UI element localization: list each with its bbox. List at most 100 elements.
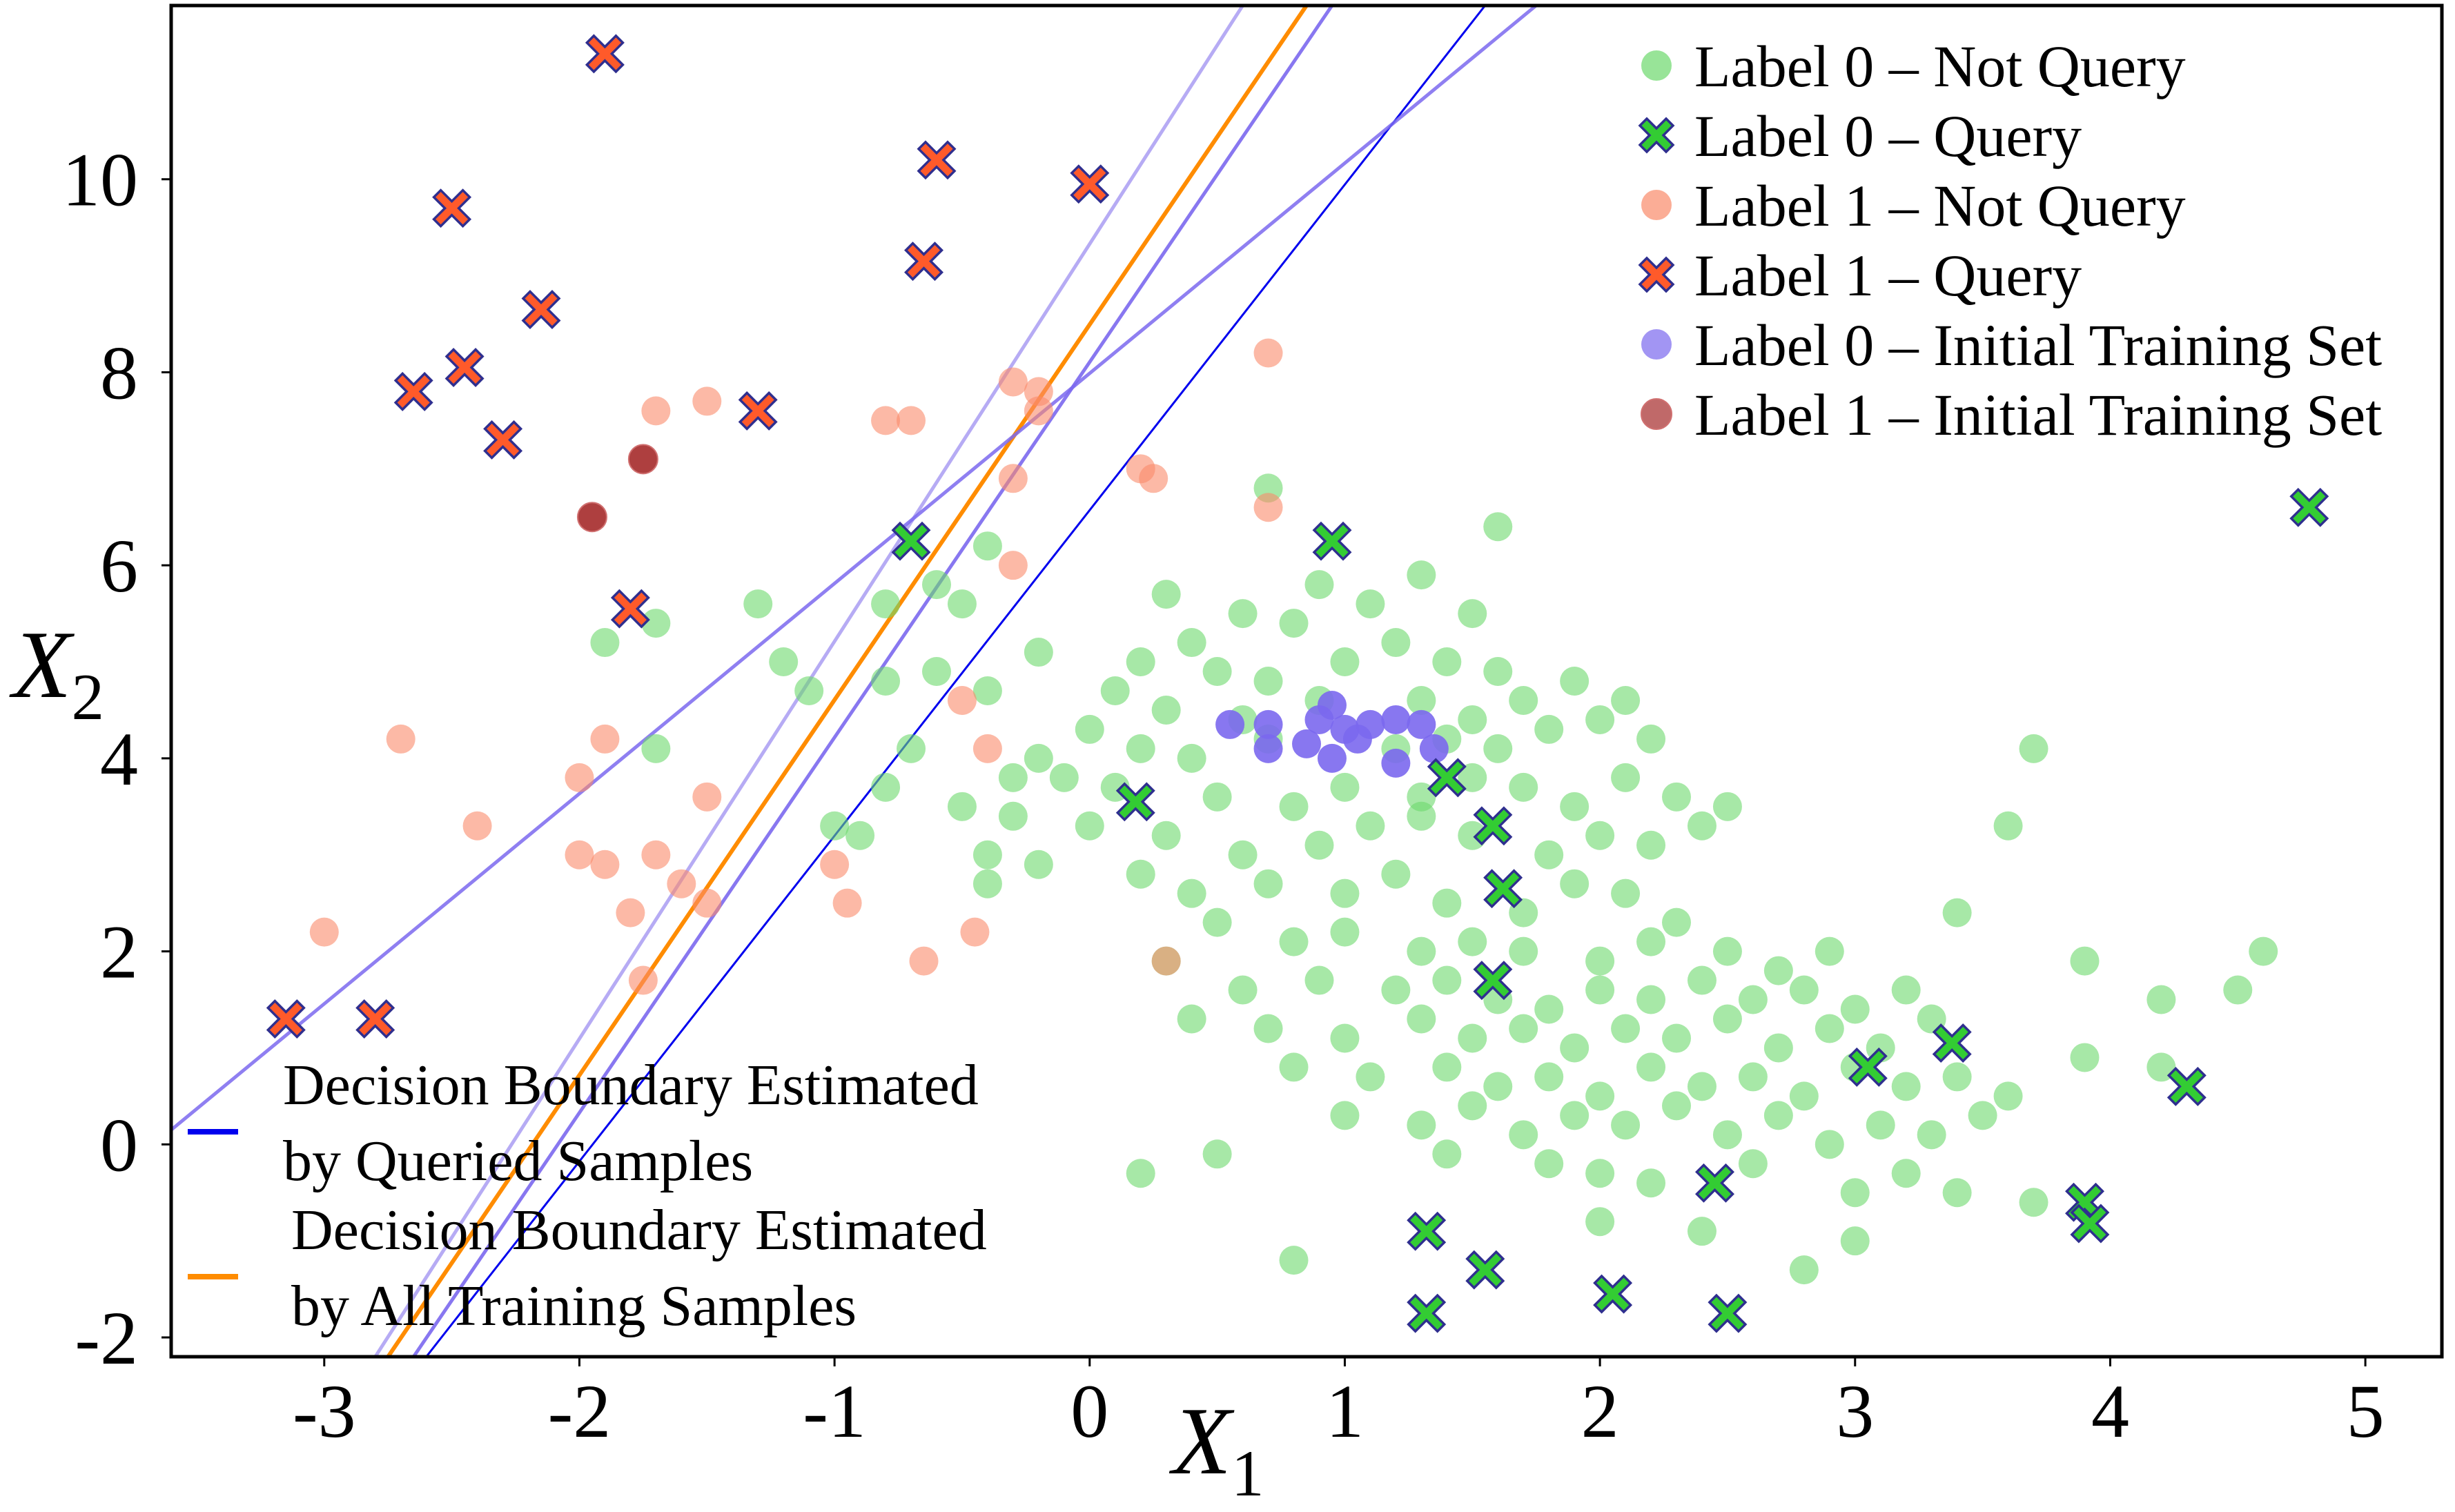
point-label-0-not-query — [1407, 1004, 1436, 1034]
point-label-0-not-query — [1636, 830, 1666, 860]
point-label-0-not-query — [1509, 936, 1538, 966]
point-label-0-not-query — [1738, 1149, 1768, 1179]
point-label-0-not-query — [1458, 1023, 1487, 1053]
point-label-0-initial-training-set — [1419, 734, 1449, 763]
x-axis-label: X1 — [1168, 1388, 1264, 1510]
point-label-0-not-query — [1356, 811, 1385, 841]
point-label-1-not-query — [897, 406, 926, 435]
point-label-0-not-query — [1738, 985, 1768, 1014]
point-label-0-not-query — [1151, 821, 1181, 850]
point-label-0-not-query — [972, 869, 1002, 899]
point-label-1-not-query — [309, 917, 339, 947]
point-label-0-not-query — [1585, 705, 1615, 734]
point-label-0-not-query — [1611, 1110, 1641, 1140]
point-label-0-not-query — [1330, 917, 1360, 947]
point-label-0-not-query — [1789, 1081, 1819, 1111]
point-label-0-not-query — [1100, 676, 1130, 705]
point-label-0-not-query — [1763, 956, 1793, 985]
point-label-0-not-query — [1789, 975, 1819, 1005]
point-label-0-not-query — [1330, 772, 1360, 802]
point-label-0-not-query — [1330, 1101, 1360, 1130]
point-label-0-query — [2167, 1066, 2207, 1106]
point-label-0-not-query — [972, 676, 1002, 705]
point-label-0-not-query — [1177, 878, 1206, 908]
point-label-1-query — [393, 371, 433, 411]
point-label-0-not-query — [2070, 1043, 2100, 1072]
point-label-0-not-query — [1560, 792, 1590, 821]
point-label-1-not-query — [590, 850, 620, 879]
legend-marker-label-0-query — [1638, 117, 1675, 154]
point-label-0-not-query — [921, 657, 951, 687]
point-label-0-not-query — [1304, 965, 1334, 995]
x-tick-label: 3 — [1836, 1369, 1874, 1453]
point-label-0-not-query — [1381, 628, 1411, 658]
point-label-0-not-query — [1458, 1091, 1487, 1121]
point-label-0-query — [2070, 1204, 2110, 1244]
point-label-1-not-query — [820, 850, 850, 879]
point-label-0-not-query — [1049, 763, 1079, 792]
point-label-0-query — [1407, 1293, 1447, 1333]
point-label-0-not-query — [1917, 1120, 1946, 1150]
point-label-0-not-query — [1483, 512, 1513, 542]
point-label-0-not-query — [1815, 936, 1844, 966]
point-label-1-not-query — [641, 840, 671, 870]
point-label-0-not-query — [1202, 657, 1232, 687]
legend-label-label-1-query: Label 1 – Query — [1694, 242, 2082, 308]
series-label-1-initial-training-set — [576, 444, 658, 533]
point-label-0-not-query — [1611, 685, 1641, 715]
point-label-0-query — [1465, 1250, 1505, 1290]
point-label-0-not-query — [1738, 1062, 1768, 1092]
y-axis-label: X2 — [9, 611, 104, 734]
point-label-0-not-query — [871, 772, 901, 802]
x-tick-label: 4 — [2091, 1369, 2129, 1453]
point-label-0-not-query — [1534, 714, 1564, 744]
point-label-0-not-query — [1381, 859, 1411, 889]
x-tick-label: 0 — [1070, 1369, 1108, 1453]
point-label-1-not-query — [1139, 464, 1168, 493]
point-label-1-not-query — [565, 763, 594, 792]
point-label-0-not-query — [1177, 628, 1206, 658]
point-label-0-not-query — [921, 570, 951, 600]
point-label-0-not-query — [1687, 811, 1716, 841]
point-label-0-not-query — [1126, 647, 1155, 677]
x-axis-label-subscript: 1 — [1231, 1437, 1264, 1510]
point-label-0-not-query — [1177, 743, 1206, 773]
point-label-0-not-query — [1560, 1101, 1590, 1130]
point-label-0-not-query — [871, 589, 901, 619]
point-label-0-query — [1407, 1211, 1447, 1251]
point-label-0-not-query — [590, 628, 620, 658]
point-label-0-not-query — [998, 801, 1028, 831]
point-label-0-not-query — [1712, 792, 1742, 821]
point-label-0-query — [891, 521, 931, 561]
point-label-0-not-query — [2019, 1188, 2048, 1217]
point-label-0-not-query — [1356, 589, 1385, 619]
point-label-0-not-query — [1662, 907, 1692, 937]
legend-line-label: Decision Boundary Estimated — [283, 1053, 979, 1117]
point-label-0-not-query — [1815, 1130, 1844, 1159]
point-label-1-not-query — [1253, 338, 1283, 368]
point-label-1-query — [738, 391, 778, 431]
point-label-0-not-query — [1712, 1004, 1742, 1034]
point-label-1-not-query — [692, 782, 722, 812]
point-label-0-not-query — [1534, 1149, 1564, 1179]
point-label-0-not-query — [1866, 1110, 1895, 1140]
point-label-0-not-query — [1228, 599, 1258, 629]
y-axis-label-subscript: 2 — [72, 660, 105, 734]
point-label-1-not-query — [667, 869, 696, 899]
point-label-1-query — [355, 999, 395, 1039]
point-label-0-not-query — [1151, 580, 1181, 609]
point-label-0-not-query — [1024, 743, 1053, 773]
x-tick-label: 2 — [1581, 1369, 1619, 1453]
point-label-0-not-query — [1279, 927, 1309, 956]
point-label-0-not-query — [1202, 782, 1232, 812]
point-label-0-query — [1427, 758, 1467, 798]
point-label-1-not-query — [998, 551, 1028, 580]
point-label-0-not-query — [1993, 811, 2023, 841]
point-label-0-not-query — [1560, 667, 1590, 696]
point-label-0-not-query — [1253, 869, 1283, 899]
point-label-0-not-query — [1560, 869, 1590, 899]
point-label-0-not-query — [2249, 936, 2278, 966]
point-label-1-not-query — [692, 386, 722, 416]
